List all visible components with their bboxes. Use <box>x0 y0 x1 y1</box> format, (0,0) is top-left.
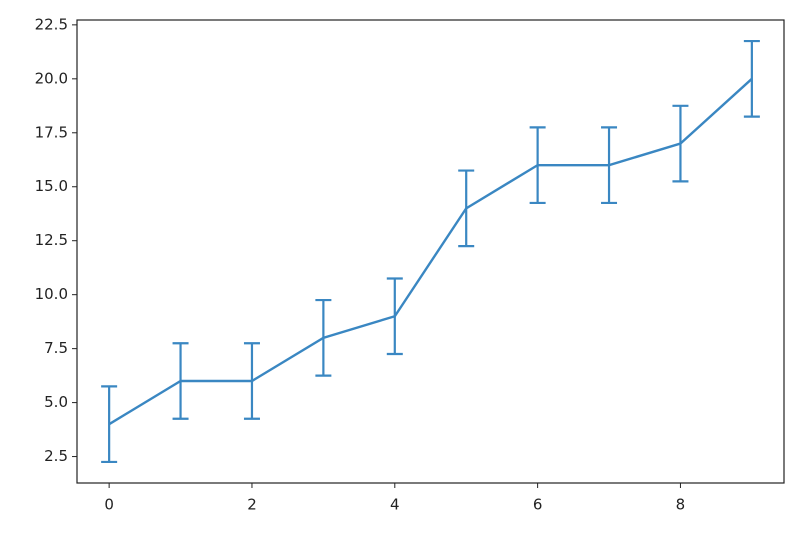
plot-frame <box>76 19 785 484</box>
y-tick-label: 10.0 <box>35 285 68 303</box>
y-tick-label: 12.5 <box>35 231 68 249</box>
x-tick-label: 4 <box>390 496 400 514</box>
y-tick-label: 20.0 <box>35 69 68 87</box>
y-tick-label: 15.0 <box>35 177 68 195</box>
y-tick-label: 17.5 <box>35 123 68 141</box>
error-bar <box>101 385 118 464</box>
y-tick-label: 22.5 <box>35 15 68 33</box>
x-tick-label: 0 <box>104 496 114 514</box>
x-tick-label: 6 <box>533 496 543 514</box>
y-tick-label: 5.0 <box>44 393 68 411</box>
error-bar <box>743 39 760 118</box>
data-line <box>108 77 753 426</box>
y-tick-label: 2.5 <box>44 447 68 465</box>
x-tick-label: 2 <box>247 496 257 514</box>
y-tick-label: 7.5 <box>44 339 68 357</box>
x-tick-label: 8 <box>676 496 686 514</box>
